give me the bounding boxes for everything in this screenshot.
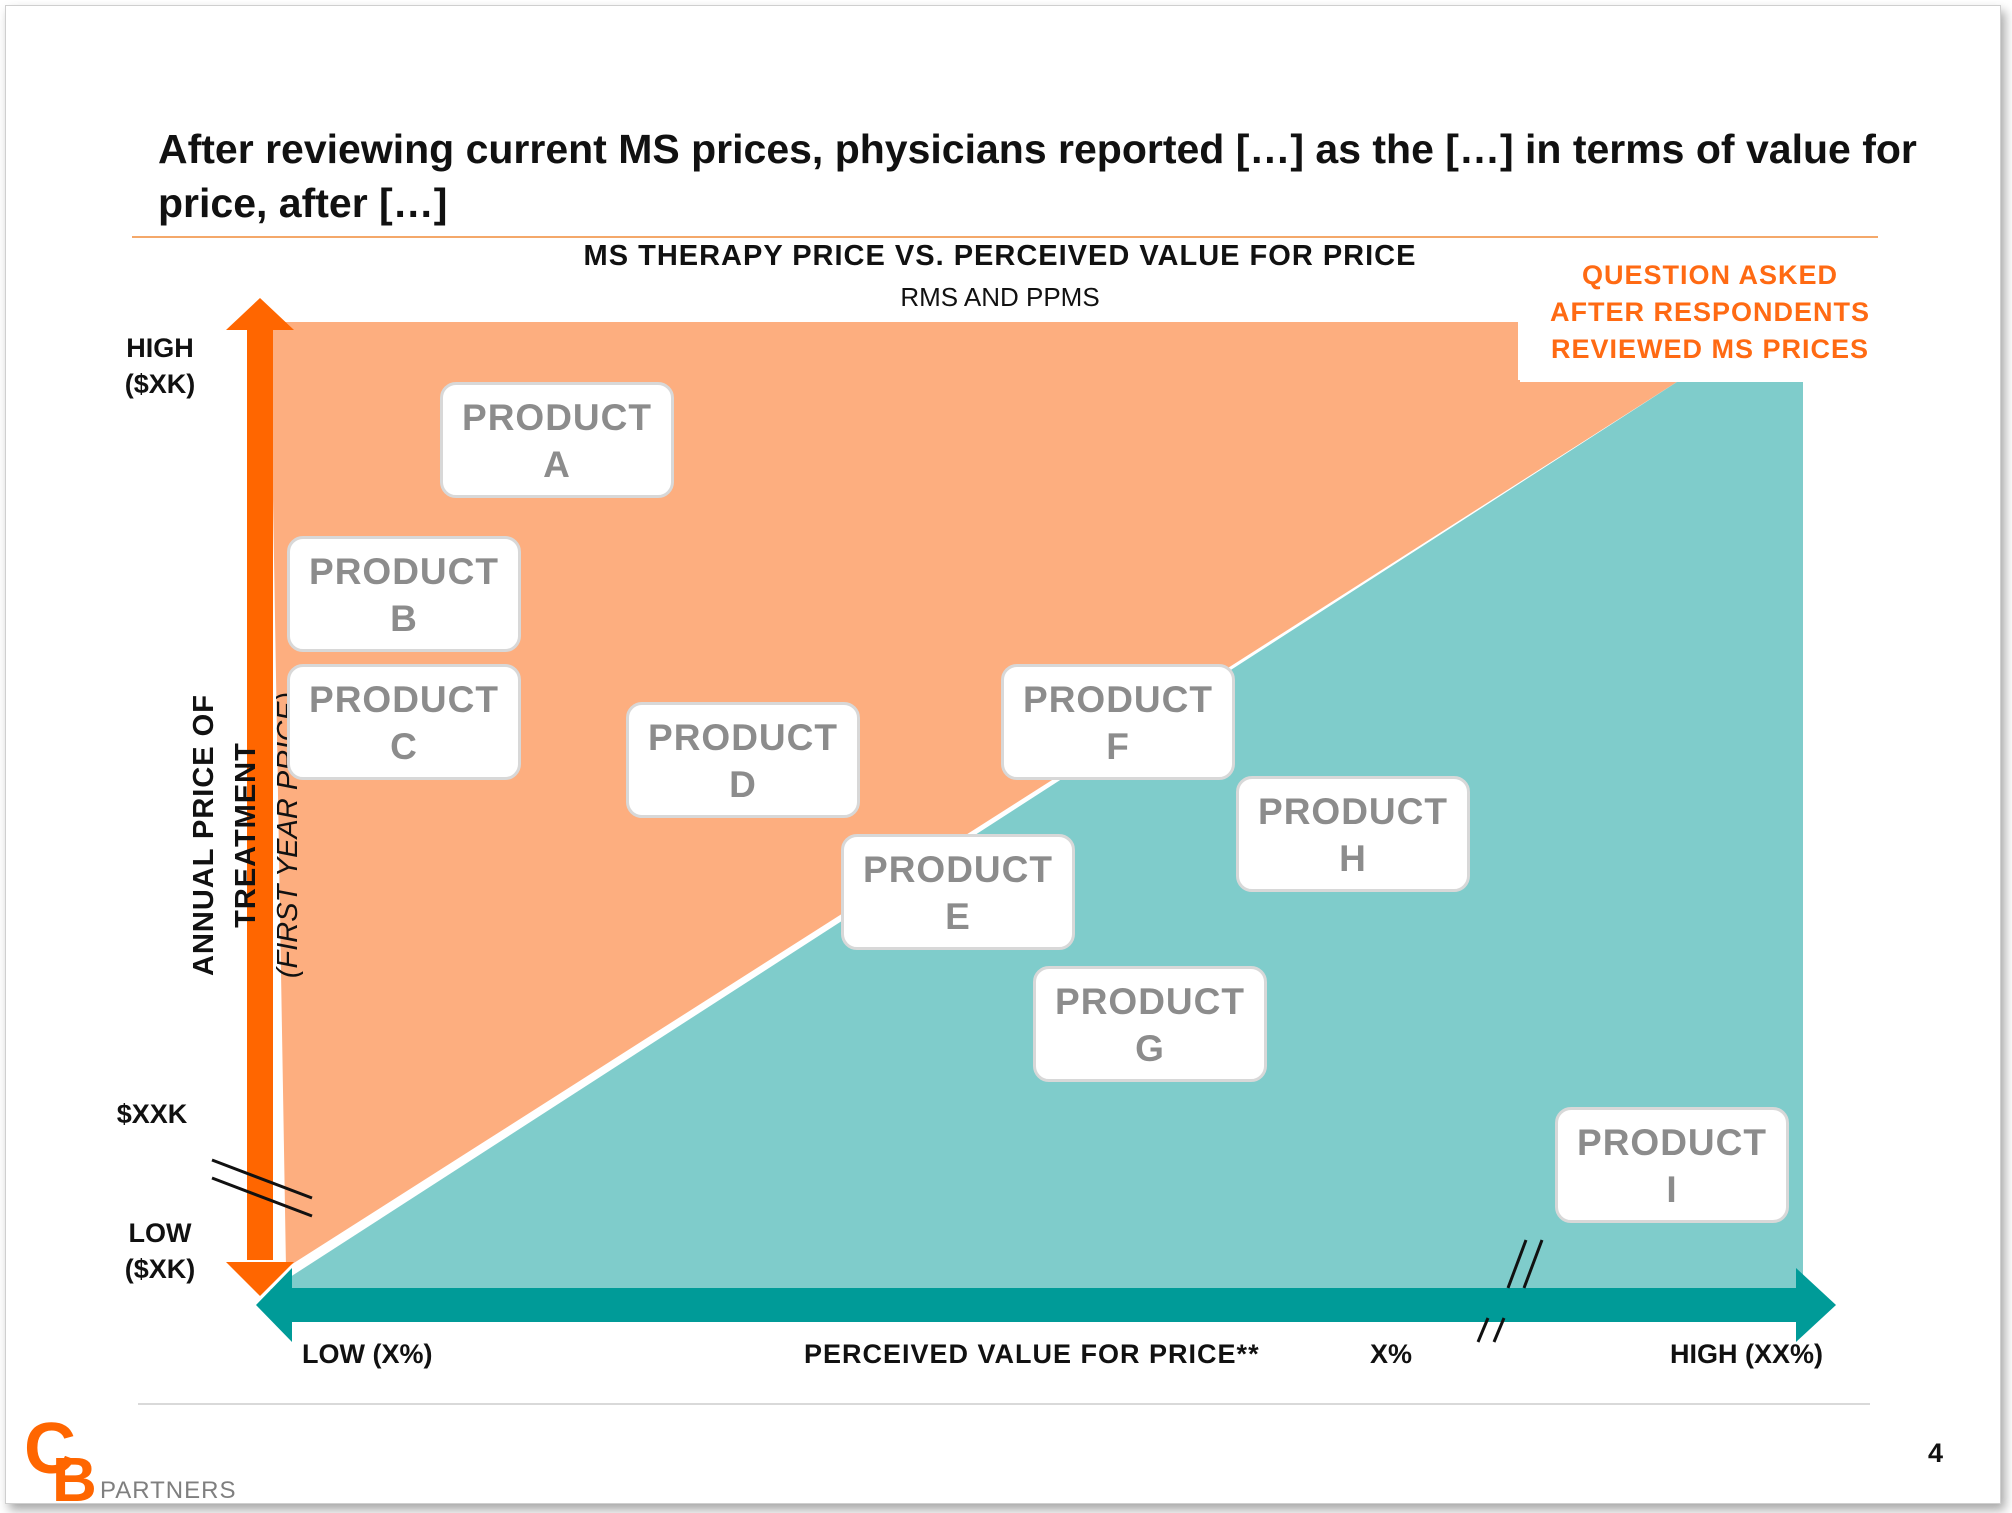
product-label: PRODUCT bbox=[863, 849, 1053, 890]
title-divider bbox=[132, 236, 1878, 238]
product-f-box: PRODUCT F bbox=[1001, 664, 1235, 780]
upper-region bbox=[270, 322, 1680, 1268]
product-label: PRODUCT bbox=[1258, 791, 1448, 832]
note-line: REVIEWED MS PRICES bbox=[1550, 334, 1870, 364]
y-high-label: HIGH ($XK) bbox=[112, 330, 208, 402]
slide-title: After reviewing current MS prices, physi… bbox=[158, 126, 1917, 226]
x-axis-label: PERCEIVED VALUE FOR PRICE** bbox=[804, 1339, 1260, 1369]
product-label: PRODUCT bbox=[1023, 679, 1213, 720]
y-low-text: LOW bbox=[128, 1218, 192, 1248]
svg-text:B: B bbox=[52, 1446, 97, 1505]
chart-subtitle: RMS AND PPMS bbox=[900, 282, 1100, 312]
svg-text:C: C bbox=[24, 1409, 76, 1489]
chart-title: MS THERAPY PRICE VS. PERCEIVED VALUE FOR… bbox=[583, 240, 1417, 272]
product-i-box: PRODUCT I bbox=[1555, 1107, 1789, 1223]
product-letter: B bbox=[390, 598, 418, 639]
x-low-label: LOW (X%) bbox=[302, 1339, 433, 1369]
x-axis-arrow bbox=[256, 1268, 1836, 1342]
footer-divider bbox=[138, 1403, 1870, 1405]
y-low-label: LOW ($XK) bbox=[112, 1215, 208, 1287]
product-label: PRODUCT bbox=[309, 551, 499, 592]
product-label: PRODUCT bbox=[309, 679, 499, 720]
product-letter: H bbox=[1339, 838, 1367, 879]
product-label: PRODUCT bbox=[1055, 981, 1245, 1022]
product-e-box: PRODUCT E bbox=[841, 834, 1075, 950]
y-axis-arrow bbox=[226, 298, 294, 1296]
product-c-box: PRODUCT C bbox=[287, 664, 521, 780]
product-label: PRODUCT bbox=[648, 717, 838, 758]
product-letter: I bbox=[1666, 1169, 1678, 1210]
product-letter: E bbox=[945, 896, 971, 937]
x-high-label: HIGH (XX%) bbox=[1670, 1339, 1824, 1369]
product-g-box: PRODUCT G bbox=[1033, 966, 1267, 1082]
question-note: QUESTION ASKED AFTER RESPONDENTS REVIEWE… bbox=[1520, 255, 1900, 382]
cb-partners-logo: C B PARTNERS bbox=[24, 1409, 236, 1505]
x-axis-break bbox=[1476, 1239, 1544, 1343]
y-high-value: ($XK) bbox=[124, 369, 196, 399]
product-letter: F bbox=[1106, 726, 1130, 767]
product-b-box: PRODUCT B bbox=[287, 536, 521, 652]
y-high-text: HIGH bbox=[126, 333, 194, 363]
y-axis-title: ANNUAL PRICE OF TREATMENT (FIRST YEAR PR… bbox=[183, 615, 304, 1055]
svg-text:PARTNERS: PARTNERS bbox=[100, 1477, 236, 1504]
y-axis-break bbox=[211, 1158, 313, 1218]
product-letter: D bbox=[729, 764, 757, 805]
x-mid-label: X% bbox=[1370, 1339, 1413, 1369]
note-line: QUESTION ASKED bbox=[1581, 260, 1839, 290]
product-a-box: PRODUCT A bbox=[440, 382, 674, 498]
product-d-box: PRODUCT D bbox=[626, 702, 860, 818]
product-letter: C bbox=[390, 726, 418, 767]
page-number: 4 bbox=[1928, 1438, 1944, 1468]
note-line: AFTER RESPONDENTS bbox=[1549, 297, 1871, 327]
product-h-box: PRODUCT H bbox=[1236, 776, 1470, 892]
product-letter: G bbox=[1135, 1028, 1165, 1069]
product-letter: A bbox=[543, 444, 571, 485]
y-axis-label: ANNUAL PRICE OF TREATMENT bbox=[188, 694, 262, 976]
product-label: PRODUCT bbox=[462, 397, 652, 438]
y-mid-label: $XXK bbox=[116, 1099, 188, 1129]
product-label: PRODUCT bbox=[1577, 1122, 1767, 1163]
y-low-value: ($XK) bbox=[124, 1254, 196, 1284]
